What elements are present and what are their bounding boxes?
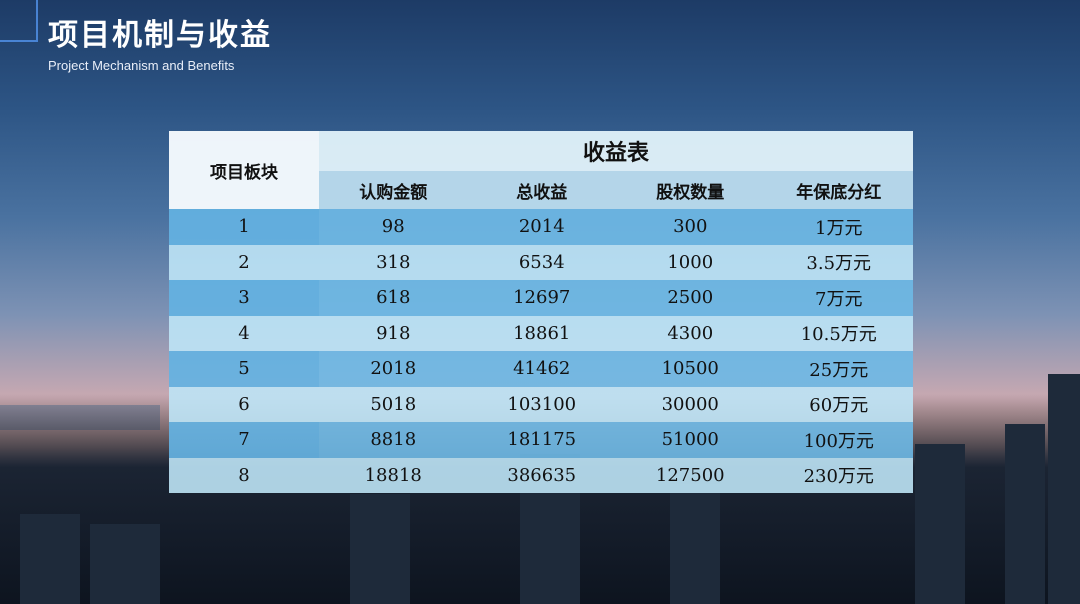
table-row: 4 918 18861 4300 10.5万元 <box>169 315 913 351</box>
page-subtitle: Project Mechanism and Benefits <box>48 58 235 73</box>
table-cell: 8 <box>169 457 319 493</box>
table-cell: 18818 <box>319 457 468 493</box>
column-header: 总收益 <box>467 171 616 209</box>
row-header-block: 项目板块 <box>169 131 319 209</box>
table-group-title: 收益表 <box>319 131 913 171</box>
column-header: 年保底分红 <box>764 171 913 209</box>
table-cell: 100万元 <box>764 422 913 458</box>
table-cell: 51000 <box>616 422 765 458</box>
table-cell: 30000 <box>616 386 765 422</box>
table-cell: 41462 <box>467 351 616 387</box>
table-cell: 6 <box>169 386 319 422</box>
table-cell: 3.5万元 <box>764 244 913 280</box>
income-table: 项目板块 收益表 认购金额 总收益 股权数量 年保底分红 1 98 2014 3… <box>169 131 913 493</box>
table-cell: 6534 <box>467 244 616 280</box>
table-cell: 4300 <box>616 315 765 351</box>
table-row: 6 5018 103100 30000 60万元 <box>169 386 913 422</box>
table-cell: 300 <box>616 209 765 245</box>
table-cell: 2014 <box>467 209 616 245</box>
table-cell: 181175 <box>467 422 616 458</box>
table-cell: 2500 <box>616 280 765 316</box>
table-row: 7 8818 181175 51000 100万元 <box>169 422 913 458</box>
table-cell: 1000 <box>616 244 765 280</box>
table-row: 3 618 12697 2500 7万元 <box>169 280 913 316</box>
table-cell: 7 <box>169 422 319 458</box>
table-cell: 3 <box>169 280 319 316</box>
table-cell: 60万元 <box>764 386 913 422</box>
page-title: 项目机制与收益 <box>48 18 272 53</box>
table-cell: 1万元 <box>764 209 913 245</box>
table-cell: 8818 <box>319 422 468 458</box>
table-row: 8 18818 386635 127500 230万元 <box>169 457 913 493</box>
title-accent <box>0 0 38 42</box>
column-header: 股权数量 <box>616 171 765 209</box>
table-cell: 10500 <box>616 351 765 387</box>
table-cell: 618 <box>319 280 468 316</box>
table-cell: 4 <box>169 315 319 351</box>
table-cell: 2 <box>169 244 319 280</box>
table-cell: 12697 <box>467 280 616 316</box>
table-cell: 127500 <box>616 457 765 493</box>
table-row: 1 98 2014 300 1万元 <box>169 209 913 245</box>
column-header: 认购金额 <box>319 171 468 209</box>
table-row: 2 318 6534 1000 3.5万元 <box>169 244 913 280</box>
table-cell: 5018 <box>319 386 468 422</box>
table-row: 5 2018 41462 10500 25万元 <box>169 351 913 387</box>
table-cell: 25万元 <box>764 351 913 387</box>
table-cell: 1 <box>169 209 319 245</box>
table-cell: 5 <box>169 351 319 387</box>
table-cell: 230万元 <box>764 457 913 493</box>
table-cell: 2018 <box>319 351 468 387</box>
table-cell: 103100 <box>467 386 616 422</box>
table-cell: 918 <box>319 315 468 351</box>
table-cell: 318 <box>319 244 468 280</box>
table-cell: 10.5万元 <box>764 315 913 351</box>
table-cell: 386635 <box>467 457 616 493</box>
table-cell: 7万元 <box>764 280 913 316</box>
table-cell: 18861 <box>467 315 616 351</box>
table-cell: 98 <box>319 209 468 245</box>
